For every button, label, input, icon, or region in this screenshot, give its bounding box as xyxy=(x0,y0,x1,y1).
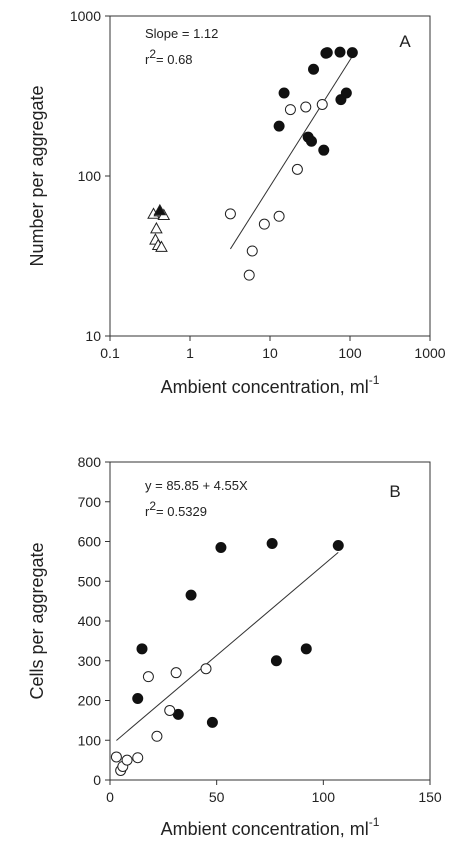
slope-annotation: Slope = 1.12 xyxy=(145,26,218,41)
y-tick-label-b: 0 xyxy=(93,772,101,788)
data-point-b-open-circle xyxy=(170,667,182,679)
data-point-b-filled-circle xyxy=(136,643,148,655)
data-point-a-open-circle xyxy=(243,269,255,281)
data-point-a-filled-circle xyxy=(273,120,285,132)
x-tick-label-b: 50 xyxy=(209,789,225,805)
y-tick-label-b: 100 xyxy=(78,732,102,748)
annotations-b: y = 85.85 + 4.55X r2= 0.5329 B xyxy=(145,478,401,519)
data-point-a-open-circle xyxy=(273,210,285,222)
x-tick-label-a: 10 xyxy=(262,345,278,361)
data-point-a-filled-circle xyxy=(308,63,320,75)
y-tick-label-b: 700 xyxy=(78,494,102,510)
panel-letter-b: B xyxy=(389,482,400,501)
data-point-a-open-circle xyxy=(300,101,312,113)
x-tick-label-a: 0.1 xyxy=(100,345,120,361)
y-tick-label-b: 600 xyxy=(78,534,102,550)
y-tick-label-b: 400 xyxy=(78,613,102,629)
data-point-b-filled-circle xyxy=(185,589,197,601)
equation-annotation: y = 85.85 + 4.55X xyxy=(145,478,248,493)
data-point-a-open-triangle xyxy=(155,240,168,252)
data-point-a-open-circle xyxy=(284,104,296,116)
data-point-a-filled-circle xyxy=(321,47,333,59)
fit-line-b xyxy=(116,551,339,741)
panel-letter-a: A xyxy=(399,32,411,51)
data-point-b-open-circle xyxy=(110,751,122,763)
data-point-a-filled-circle xyxy=(340,87,352,99)
data-point-a-filled-circle xyxy=(346,47,358,59)
x-tick-label-a: 1000 xyxy=(414,345,445,361)
data-point-a-filled-triangle xyxy=(153,203,167,216)
data-point-a-open-circle xyxy=(316,98,328,110)
data-point-b-open-circle xyxy=(151,730,163,742)
x-tick-label-b: 0 xyxy=(106,789,114,805)
data-point-b-open-circle xyxy=(200,663,212,675)
data-points-a xyxy=(147,46,358,281)
data-point-b-filled-circle xyxy=(266,537,278,549)
y-tick-label-a: 100 xyxy=(78,168,102,184)
data-point-b-filled-circle xyxy=(300,643,312,655)
data-point-b-filled-circle xyxy=(206,716,218,728)
data-point-b-open-circle xyxy=(132,752,144,764)
regression-line-a xyxy=(229,56,353,250)
x-tick-label-b: 100 xyxy=(312,789,336,805)
annotations-a: Slope = 1.12 r2= 0.68 A xyxy=(145,26,411,67)
axis-ticks-a: 0.1 1 10 100 1000 10 100 1000 xyxy=(70,8,446,361)
data-point-a-open-circle xyxy=(246,245,258,257)
x-tick-label-a: 100 xyxy=(338,345,362,361)
y-tick-label-b: 500 xyxy=(78,573,102,589)
data-point-a-filled-circle xyxy=(318,144,330,156)
y-axis-label-b: Cells per aggregate xyxy=(27,542,47,699)
y-tick-label-b: 200 xyxy=(78,693,102,709)
regression-line-b xyxy=(116,551,339,741)
y-axis-label-a: Number per aggregate xyxy=(27,85,47,266)
y-tick-label-b: 800 xyxy=(78,454,102,470)
y-tick-label-b: 300 xyxy=(78,653,102,669)
data-point-a-open-circle xyxy=(291,163,303,175)
data-point-b-open-circle xyxy=(164,704,176,716)
data-point-a-open-triangle xyxy=(150,221,163,234)
r2-annotation-b: r2= 0.5329 xyxy=(145,499,207,519)
data-point-b-filled-circle xyxy=(215,541,227,553)
data-point-b-filled-circle xyxy=(332,539,344,551)
x-tick-label-b: 150 xyxy=(418,789,442,805)
axis-ticks-b: 0 50 100 150 0 100 200 300 400 500 600 700 800 xyxy=(78,454,442,805)
data-point-a-filled-circle xyxy=(305,135,317,147)
x-axis-label-a: Ambient concentration, ml-1 xyxy=(161,373,380,397)
data-point-b-open-circle xyxy=(121,754,133,766)
data-points-b xyxy=(110,537,344,776)
x-tick-label-a: 1 xyxy=(186,345,194,361)
data-point-b-open-circle xyxy=(142,671,154,683)
r2-annotation-a: r2= 0.68 xyxy=(145,47,193,67)
x-axis-label-b: Ambient concentration, ml-1 xyxy=(161,815,380,839)
y-tick-label-a: 1000 xyxy=(70,8,101,24)
data-point-b-filled-circle xyxy=(132,693,144,705)
data-point-a-open-circle xyxy=(224,208,236,220)
chart-panel-b: 0 50 100 150 0 100 200 300 400 500 600 700 800 y = 8… xyxy=(27,454,442,839)
data-point-b-filled-circle xyxy=(270,655,282,667)
data-point-a-open-circle xyxy=(258,218,270,230)
y-tick-label-a: 10 xyxy=(85,328,101,344)
data-point-a-filled-circle xyxy=(278,87,290,99)
fit-line-a xyxy=(229,56,353,250)
data-point-a-filled-circle xyxy=(334,46,346,58)
chart-panel-a: 0.1 1 10 100 1000 10 100 1000 Slope = 1.12 r2= … xyxy=(27,8,446,397)
